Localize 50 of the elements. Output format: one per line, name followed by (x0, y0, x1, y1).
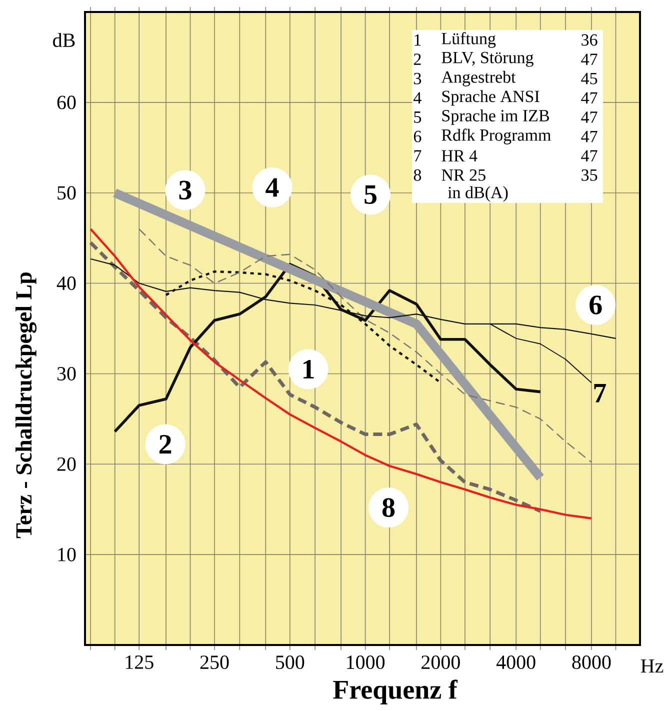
x-tick-label: 2000 (422, 656, 460, 670)
annotation: Lüftung (442, 32, 496, 48)
y-tick-label: 30 (57, 366, 76, 380)
y-tick-label: 10 (58, 548, 76, 562)
y-tick-label: 20 (57, 457, 76, 471)
x-axis-title: Frequenz f (333, 680, 458, 704)
annotation: 3 (179, 180, 192, 200)
annotation: 7 (594, 384, 606, 402)
annotation: 47 (581, 130, 598, 142)
annotation: in dB(A) (448, 186, 508, 202)
annotation: 2 (414, 54, 421, 65)
annotation: Sprache ANSI (442, 90, 540, 106)
y-tick-label: 60 (57, 96, 76, 110)
annotation: 1 (304, 360, 314, 378)
annotation: 7 (414, 150, 422, 162)
annotation: 4 (266, 178, 279, 197)
annotation: NR 25 (442, 169, 486, 181)
annotation: Angestrebt (441, 70, 516, 86)
annotation: 35 (582, 169, 598, 181)
annotation: HR 4 (442, 150, 478, 162)
annotation: 1 (414, 34, 421, 46)
x-tick-label: 250 (200, 656, 229, 670)
annotation: Sprache im IZB (442, 109, 549, 125)
x-tick-label: 1000 (347, 656, 385, 670)
annotation: 45 (581, 72, 598, 84)
annotation: 4 (414, 92, 422, 104)
annotation: BLV, Störung (442, 52, 534, 67)
annotation: 3 (414, 72, 422, 84)
annotation: 8 (382, 498, 395, 518)
x-tick-label: 500 (276, 656, 304, 670)
y-axis-title: Terz - Schalldruckpegel Lp (15, 272, 37, 538)
annotation: Rdfk Programm (442, 128, 551, 144)
annotation: 47 (581, 150, 598, 162)
text: dB (53, 32, 75, 48)
annotation: 47 (581, 112, 598, 123)
annotation: 47 (581, 92, 598, 104)
y-tick-label: 40 (56, 276, 76, 290)
text: Hz (640, 659, 664, 673)
annotation: 6 (590, 296, 602, 314)
annotation: 5 (364, 185, 376, 204)
annotation: 8 (414, 169, 422, 181)
annotation: 36 (582, 34, 598, 46)
x-tick-label: 8000 (572, 656, 611, 670)
annotation: 6 (414, 130, 422, 142)
annotation: 47 (581, 54, 598, 65)
x-tick-label: 4000 (496, 656, 536, 670)
annotation: 5 (414, 112, 422, 123)
x-tick-label: 125 (126, 656, 154, 669)
y-tick-label: 50 (58, 186, 76, 200)
annotation: 2 (159, 434, 172, 454)
